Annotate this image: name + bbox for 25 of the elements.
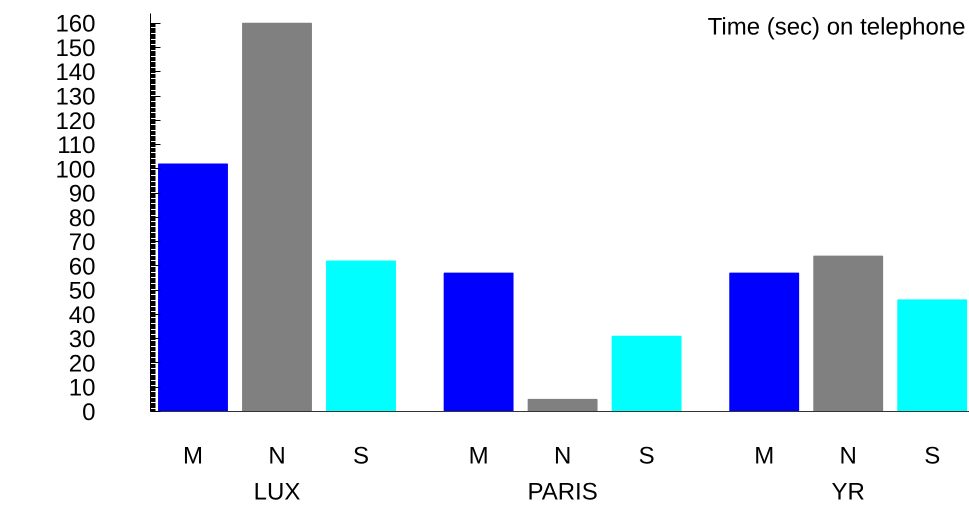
text: S xyxy=(638,442,655,470)
chart-title: Time (sec) on telephone xyxy=(708,14,966,40)
bar xyxy=(158,163,228,412)
text: N xyxy=(840,442,857,470)
bar xyxy=(326,260,396,412)
series-label: S xyxy=(353,442,370,470)
bar xyxy=(897,299,968,412)
text: M xyxy=(468,442,489,470)
text: N xyxy=(554,442,572,470)
bar xyxy=(444,272,514,412)
bar xyxy=(813,256,884,412)
y-tick-label: 0 xyxy=(82,399,96,426)
y-tick-label: 10 xyxy=(68,374,96,402)
bar xyxy=(612,336,682,412)
series-label: N xyxy=(268,442,286,470)
x-tick-label: PARIS xyxy=(527,478,598,506)
x-tick-label: YR xyxy=(832,478,865,506)
series-label: M xyxy=(183,442,204,470)
bar xyxy=(242,22,312,412)
x-tick-label: LUX xyxy=(254,478,300,506)
y-tick-label: 140 xyxy=(55,59,96,86)
bar xyxy=(528,398,598,412)
bar xyxy=(729,272,800,412)
text: M xyxy=(754,442,774,470)
text: S xyxy=(924,442,940,470)
